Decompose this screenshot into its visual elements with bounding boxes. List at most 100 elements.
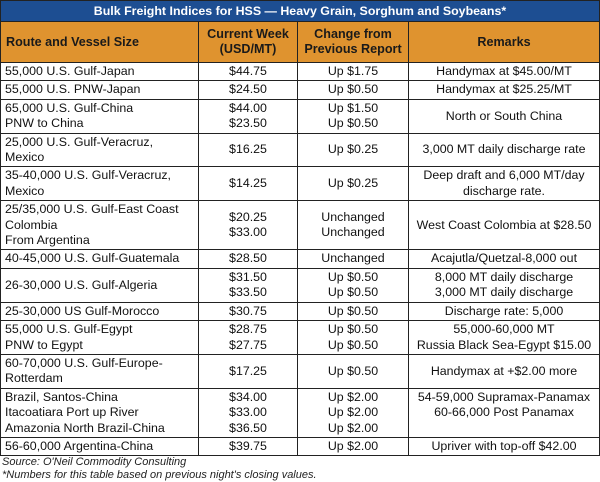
remarks-text: Acajutla/Quetzal-8,000 out — [430, 251, 578, 266]
price-text: $39.75 — [229, 438, 267, 453]
route-text: PNW to China — [5, 116, 84, 131]
table-row: 35-40,000 U.S. Gulf-Veracruz, Mexico $14.2… — [0, 166, 600, 202]
route-text: 35-40,000 U.S. Gulf-Veracruz, — [5, 168, 171, 183]
remarks-text: Upriver with top-off $42.00 — [431, 438, 577, 453]
table-row: 25/35,000 U.S. Gulf-East Coast Colombia Fr… — [0, 200, 600, 251]
cell-route: 55,000 U.S. Gulf-Egypt PNW to Egypt — [0, 320, 199, 355]
route-text: Mexico — [5, 183, 45, 198]
price-text: $33.00 — [229, 405, 267, 420]
cell-price: $17.25 — [198, 353, 298, 389]
price-text: $28.75 — [229, 322, 267, 337]
remarks-text: Russia Black Sea-Egypt $15.00 — [416, 337, 592, 352]
cell-route: 55,000 U.S. Gulf-Japan — [0, 61, 199, 82]
price-text: $27.75 — [229, 337, 267, 352]
table-row: 26-30,000 U.S. Gulf-Algeria $31.50 $33.50 U… — [0, 267, 600, 303]
cell-change: Unchanged — [297, 249, 409, 269]
remarks-text: Deep draft and 6,000 MT/day — [423, 168, 585, 183]
change-text: Up $0.50 — [327, 269, 379, 284]
change-text: Up $0.25 — [327, 142, 379, 157]
price-text: $44.75 — [229, 64, 267, 78]
cell-route: 60-70,000 U.S. Gulf-Europe- Rotterdam — [0, 353, 199, 389]
table-row: Brazil, Santos-China Itacoatiara Port up … — [0, 387, 600, 438]
remarks-text: 8,000 MT daily discharge — [434, 269, 574, 284]
cell-price: $44.00 $23.50 — [198, 98, 298, 134]
remarks-text: Handymax at +$2.00 more — [430, 363, 578, 378]
remarks-text: 3,000 MT daily discharge rate — [422, 142, 586, 157]
cell-price: $34.00 $33.00 $36.50 — [198, 387, 298, 438]
header-change-line: Change from — [314, 27, 392, 41]
price-text: $31.50 — [229, 269, 267, 284]
price-text: $34.00 — [229, 389, 267, 404]
cell-price: $20.25 $33.00 — [198, 200, 298, 251]
table-row: 25,000 U.S. Gulf-Veracruz, Mexico $16.25 Up… — [0, 132, 600, 168]
cell-remarks: Handymax at $45.00/MT — [408, 61, 600, 82]
cell-route: 40-45,000 U.S. Gulf-Guatemala — [0, 249, 199, 269]
change-text: Up $0.50 — [327, 337, 379, 352]
cell-change: Up $2.00 Up $2.00 Up $2.00 — [297, 387, 409, 438]
route-text: Amazonia North Brazil-China — [5, 420, 165, 435]
route-text: 55,000 U.S. Gulf-Japan — [5, 64, 135, 78]
table-title: Bulk Freight Indices for HSS — Heavy Gra… — [0, 0, 600, 22]
change-text: Up $0.50 — [327, 116, 379, 131]
price-text: $14.25 — [229, 176, 267, 191]
route-text: 56-60,000 Argentina-China — [5, 438, 154, 453]
table-row: 25-30,000 US Gulf-Morocco $30.75 Up $0.50 D… — [0, 301, 600, 322]
header-change-line: Previous Report — [304, 42, 402, 56]
cell-price: $24.50 — [198, 80, 298, 100]
header-route: Route and Vessel Size — [0, 21, 199, 63]
cell-remarks: 3,000 MT daily discharge rate — [408, 132, 600, 168]
remarks-text: 3,000 MT daily discharge — [434, 285, 574, 300]
cell-change: Up $1.75 — [297, 61, 409, 82]
remarks-text: Handymax at $25.25/MT — [436, 82, 572, 97]
route-text: Mexico — [5, 150, 45, 165]
header-remarks: Remarks — [408, 21, 600, 63]
table-row: 55,000 U.S. Gulf-Japan $44.75 Up $1.75 Hand… — [0, 61, 600, 82]
route-text: 55,000 U.S. Gulf-Egypt — [5, 322, 133, 337]
cell-remarks: 54-59,000 Supramax-Panamax 60-66,000 Post… — [408, 387, 600, 438]
route-text: 60-70,000 U.S. Gulf-Europe- — [5, 355, 163, 370]
price-text: $28.50 — [229, 251, 267, 266]
route-text: From Argentina — [5, 233, 90, 248]
remarks-text: Discharge rate: 5,000 — [444, 303, 564, 318]
cell-price: $28.50 — [198, 249, 298, 269]
cell-route: 25-30,000 US Gulf-Morocco — [0, 301, 199, 322]
cell-remarks: 8,000 MT daily discharge 3,000 MT daily d… — [408, 267, 600, 303]
route-text: Brazil, Santos-China — [5, 389, 118, 404]
price-text: $44.00 — [229, 100, 267, 115]
change-text: Up $0.50 — [327, 363, 379, 378]
route-text: Itacoatiara Port up River — [5, 405, 139, 420]
route-text: 55,000 U.S. PNW-Japan — [5, 82, 141, 97]
closing-values-note: *Numbers for this table based on previou… — [2, 469, 317, 482]
cell-route: 25/35,000 U.S. Gulf-East Coast Colombia Fr… — [0, 200, 199, 251]
route-text: 25,000 U.S. Gulf-Veracruz, — [5, 134, 154, 149]
route-text: Rotterdam — [5, 371, 63, 386]
change-text: Up $2.00 — [327, 420, 379, 435]
route-text: 65,000 U.S. Gulf-China — [5, 100, 134, 115]
change-text: Up $1.75 — [327, 64, 379, 78]
change-text: Up $0.50 — [327, 303, 379, 318]
price-text: $33.50 — [229, 285, 267, 300]
freight-table: Bulk Freight Indices for HSS — Heavy Gra… — [0, 0, 600, 457]
change-text: Up $0.50 — [327, 82, 379, 97]
header-current-line: Current Week — [207, 27, 289, 41]
price-text: $30.75 — [229, 303, 267, 318]
remarks-text: North or South China — [445, 108, 563, 123]
cell-change: Up $0.50 Up $0.50 — [297, 320, 409, 355]
cell-route: 35-40,000 U.S. Gulf-Veracruz, Mexico — [0, 166, 199, 202]
cell-remarks: West Coast Colombia at $28.50 — [408, 200, 600, 251]
cell-price: $16.25 — [198, 132, 298, 168]
cell-price: $44.75 — [198, 61, 298, 82]
cell-remarks: 55,000-60,000 MT Russia Black Sea-Egypt $… — [408, 320, 600, 355]
header-change: Change from Previous Report — [297, 21, 409, 63]
cell-change: Up $1.50 Up $0.50 — [297, 98, 409, 134]
table-row: 55,000 U.S. Gulf-Egypt PNW to Egypt $28.75… — [0, 320, 600, 355]
change-text: Up $2.00 — [327, 389, 379, 404]
table-row: 40-45,000 U.S. Gulf-Guatemala $28.50 Uncha… — [0, 249, 600, 269]
change-text: Up $2.00 — [327, 438, 379, 453]
remarks-text: 54-59,000 Supramax-Panamax — [417, 389, 591, 404]
route-text: 40-45,000 U.S. Gulf-Guatemala — [5, 251, 180, 266]
remarks-text: discharge rate. — [463, 183, 545, 198]
cell-price: $31.50 $33.50 — [198, 267, 298, 303]
change-text: Up $2.00 — [327, 405, 379, 420]
change-text: Up $0.25 — [327, 176, 379, 191]
